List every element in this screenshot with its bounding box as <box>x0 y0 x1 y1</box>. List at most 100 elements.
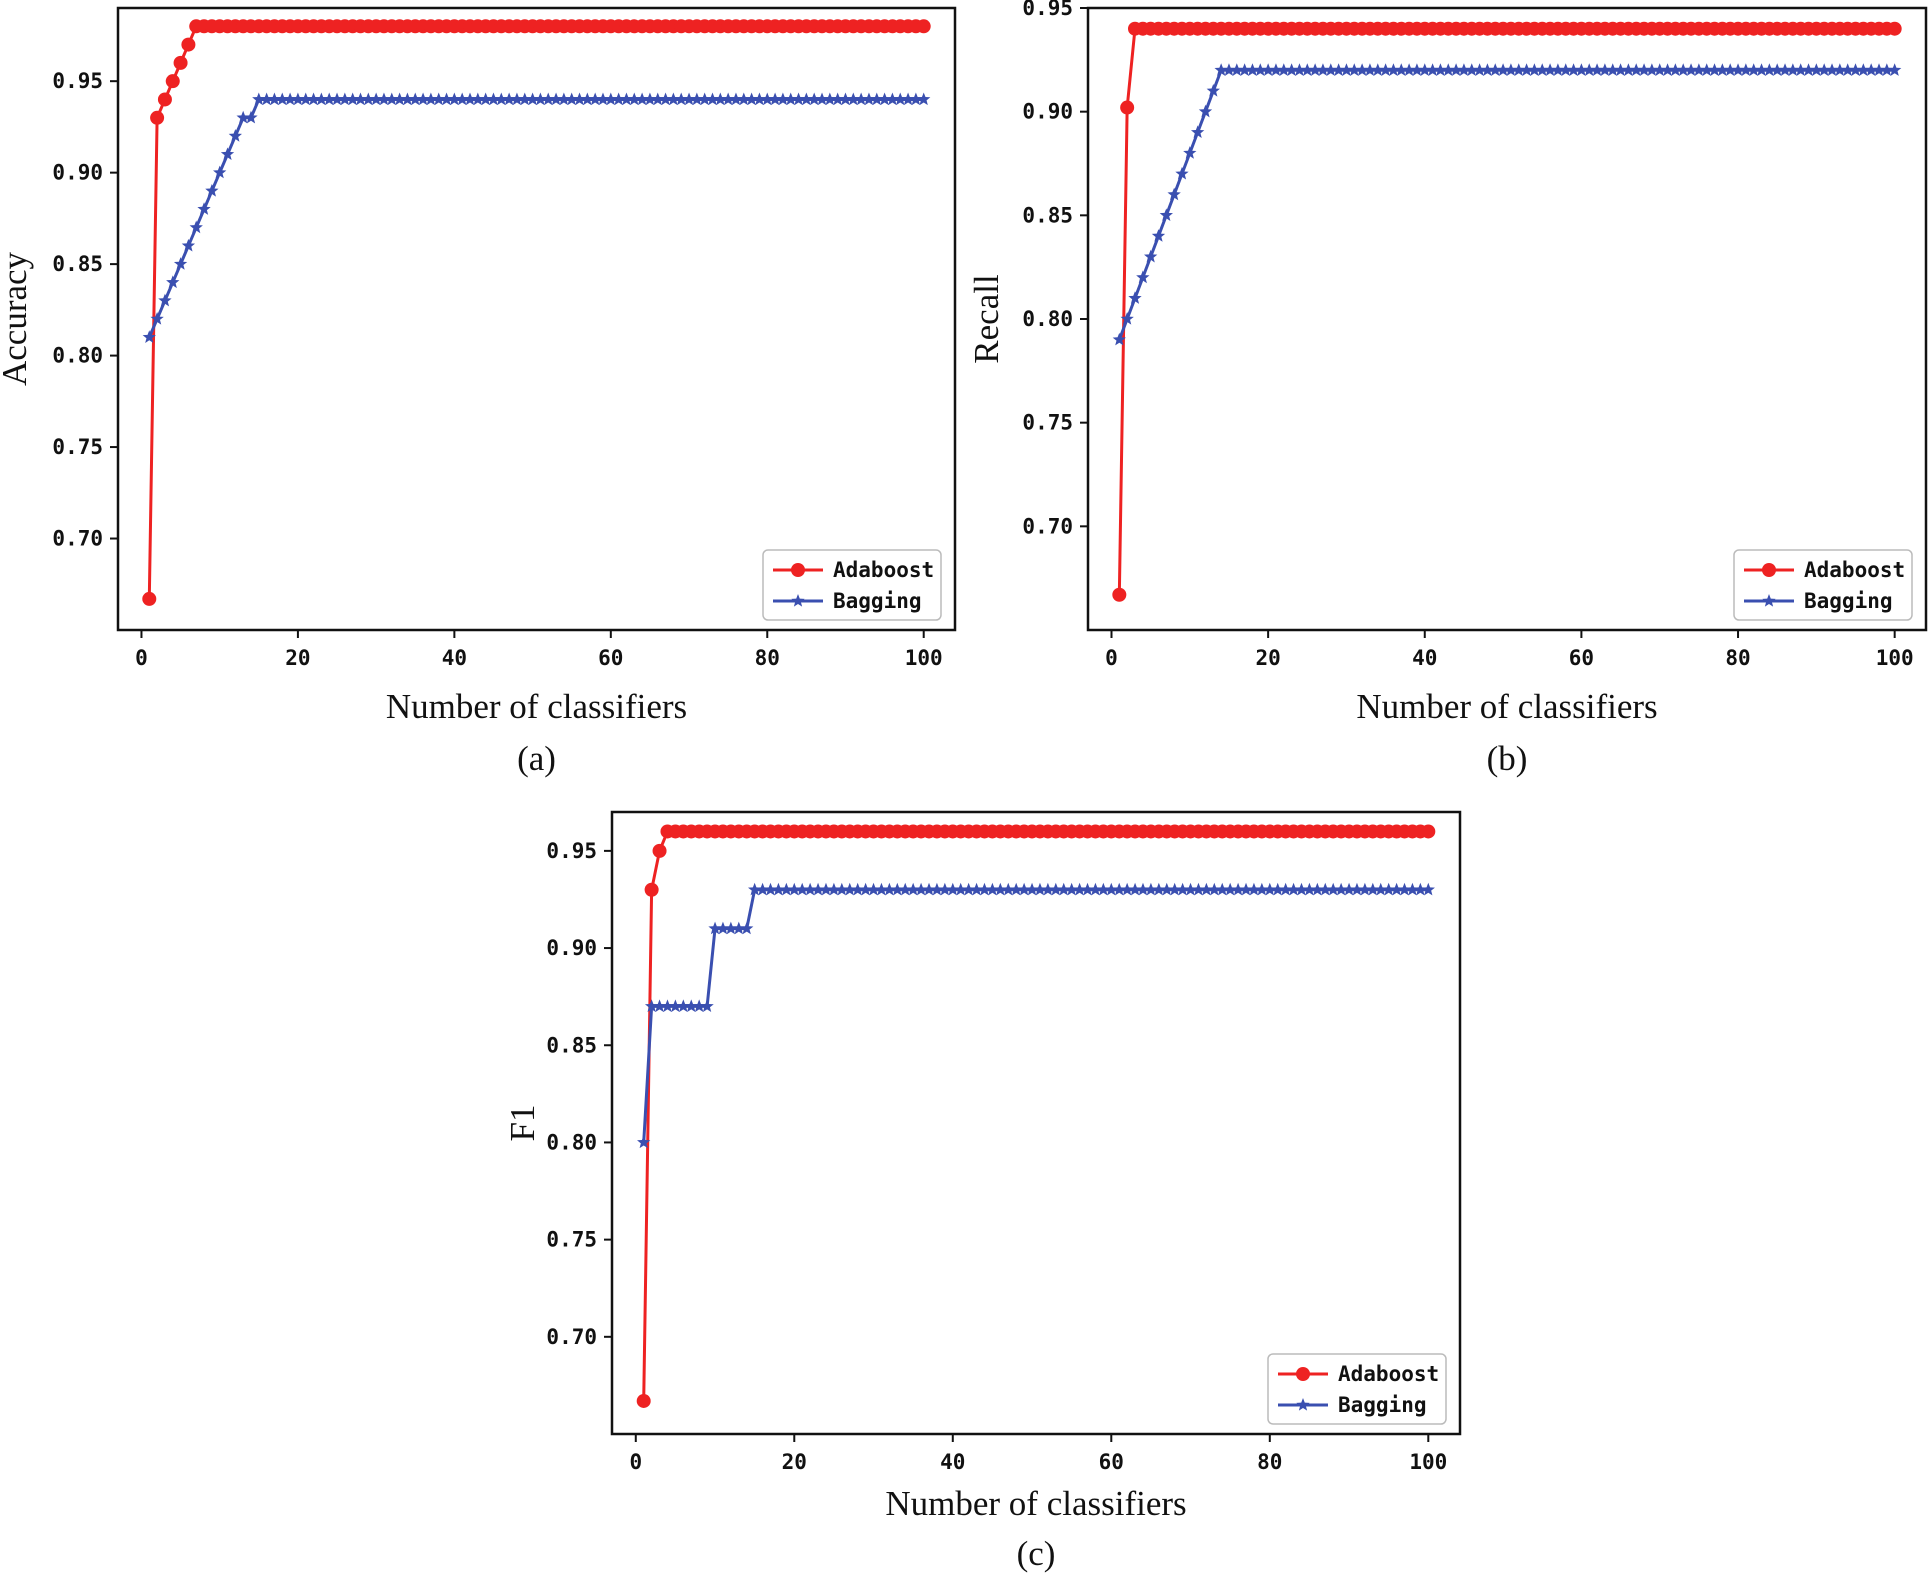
chart-0-point-bagging <box>267 92 282 106</box>
chart-1-point-bagging <box>1888 63 1902 76</box>
chart-1-point-bagging <box>1778 63 1792 76</box>
chart-1-xtick-label: 100 <box>1876 646 1914 670</box>
chart-1-point-bagging <box>1425 63 1440 76</box>
chart-0-point-bagging <box>565 92 579 106</box>
chart-1-point-bagging <box>1582 63 1596 76</box>
chart-1-point-bagging <box>1386 63 1401 76</box>
chart-0-point-bagging <box>385 92 399 106</box>
chart-0-point-bagging <box>557 92 571 106</box>
chart-2-point-bagging <box>708 921 722 935</box>
chart-2-point-bagging <box>644 999 659 1013</box>
chart-2-point-bagging <box>803 882 817 896</box>
chart-2-point-bagging <box>882 882 897 896</box>
chart-2-point-bagging <box>740 921 754 935</box>
chart-1-point-bagging <box>1613 63 1628 76</box>
chart-2-point-bagging <box>977 882 992 896</box>
chart-1-point-bagging <box>1441 63 1455 76</box>
chart-0-legend-swatch-marker <box>791 594 805 607</box>
chart-0-ytick-label: 0.80 <box>52 344 103 368</box>
chart-2-series-adaboost <box>636 824 1436 1408</box>
chart-1-point-bagging <box>1120 312 1134 325</box>
chart-1-ytick-label: 0.95 <box>1022 0 1073 20</box>
chart-2-point-bagging <box>938 882 952 896</box>
chart-1-point-bagging <box>1206 83 1220 97</box>
chart-2-point-bagging <box>1405 882 1420 896</box>
chart-0-point-bagging <box>666 92 681 106</box>
chart-2-point-bagging <box>1358 882 1372 896</box>
chart-0-point-bagging <box>400 92 415 106</box>
chart-1-point-bagging <box>1872 63 1886 76</box>
chart-0-point-bagging <box>768 92 782 106</box>
chart-2-point-bagging <box>914 882 928 896</box>
chart-2-point-bagging <box>1286 882 1301 896</box>
chart-2-point-bagging <box>1397 882 1412 896</box>
chart-2-point-bagging <box>660 999 675 1013</box>
chart-0-point-bagging <box>690 92 704 106</box>
chart-0-point-bagging <box>173 257 188 270</box>
chart-2-ylabel: F1 <box>503 1105 542 1142</box>
chart-0-point-bagging <box>205 183 219 197</box>
chart-2-xtick-label: 100 <box>1409 1450 1447 1474</box>
chart-0-point-bagging <box>471 92 485 106</box>
chart-0-xtick-label: 60 <box>598 646 623 670</box>
chart-1-ytick-label: 0.75 <box>1022 411 1073 435</box>
chart-2-point-bagging <box>1152 882 1166 896</box>
chart-0-point-bagging <box>862 92 876 106</box>
chart-0-point-bagging <box>158 293 172 307</box>
chart-0-point-bagging <box>831 92 845 106</box>
chart-0-point-bagging <box>220 147 235 161</box>
chart-1-caption: (b) <box>1487 739 1528 778</box>
chart-0-legend: Adaboost Bagging <box>762 549 942 621</box>
chart-1-point-bagging <box>1167 187 1181 201</box>
chart-2-xtick-label: 80 <box>1257 1450 1282 1474</box>
chart-1-point-bagging <box>1308 63 1322 76</box>
chart-0-point-bagging <box>682 92 696 106</box>
chart-0-point-bagging <box>306 92 321 106</box>
chart-0-point-bagging <box>901 92 915 106</box>
chart-2-legend-label: Adaboost <box>1338 1362 1439 1386</box>
chart-2-legend-swatch-marker <box>1296 1367 1310 1381</box>
chart-2-point-bagging <box>1223 882 1237 896</box>
chart-1-point-bagging <box>1574 63 1589 76</box>
chart-2-point-bagging <box>1255 882 1269 896</box>
chart-1-point-bagging <box>1590 63 1604 76</box>
chart-0-point-adaboost <box>150 110 165 125</box>
chart-0-point-bagging <box>408 92 422 106</box>
chart-1-point-bagging <box>1621 63 1636 76</box>
chart-2-point-bagging <box>993 882 1007 896</box>
chart-0-point-bagging <box>189 220 203 234</box>
chart-2-point-bagging <box>1342 882 1356 896</box>
chart-2-point-bagging <box>787 882 801 896</box>
chart-2-point-bagging <box>1191 882 1206 896</box>
chart-2-point-bagging <box>898 882 912 896</box>
chart-2-point-bagging <box>874 882 889 896</box>
chart-2-legend-swatch-marker <box>1296 1398 1310 1411</box>
chart-2-point-bagging <box>1136 882 1150 896</box>
chart-0-point-bagging <box>635 92 649 106</box>
chart-1-point-bagging <box>1527 63 1542 76</box>
chart-2-point-bagging <box>1025 882 1039 896</box>
chart-1-point-bagging <box>1676 63 1690 76</box>
chart-1-series-adaboost <box>1112 21 1902 602</box>
chart-0-xtick-label: 0 <box>135 646 148 670</box>
chart-1-point-bagging <box>1739 63 1753 76</box>
chart-0-point-bagging <box>432 92 446 106</box>
chart-0-point-bagging <box>275 92 289 106</box>
chart-1-point-bagging <box>1222 63 1236 76</box>
chart-0-point-bagging <box>784 92 798 106</box>
chart-2-point-bagging <box>1413 882 1428 896</box>
chart-1-point-bagging <box>1606 63 1620 76</box>
chart-2-point-bagging <box>779 882 794 896</box>
chart-2-point-bagging <box>1247 882 1261 896</box>
chart-1-point-bagging <box>1653 63 1667 76</box>
chart-2-xtick-label: 60 <box>1099 1450 1124 1474</box>
chart-1-point-bagging <box>1355 63 1369 76</box>
chart-1-point-bagging <box>1292 63 1307 76</box>
chart-2-point-bagging <box>748 882 762 896</box>
chart-1-point-bagging <box>1151 229 1166 242</box>
chart-0-legend-label: Adaboost <box>833 558 934 582</box>
chart-1-point-bagging <box>1715 63 1730 76</box>
chart-0-caption: (a) <box>517 739 556 778</box>
chart-0-point-bagging <box>314 92 329 106</box>
chart-1-point-bagging <box>1848 63 1863 76</box>
